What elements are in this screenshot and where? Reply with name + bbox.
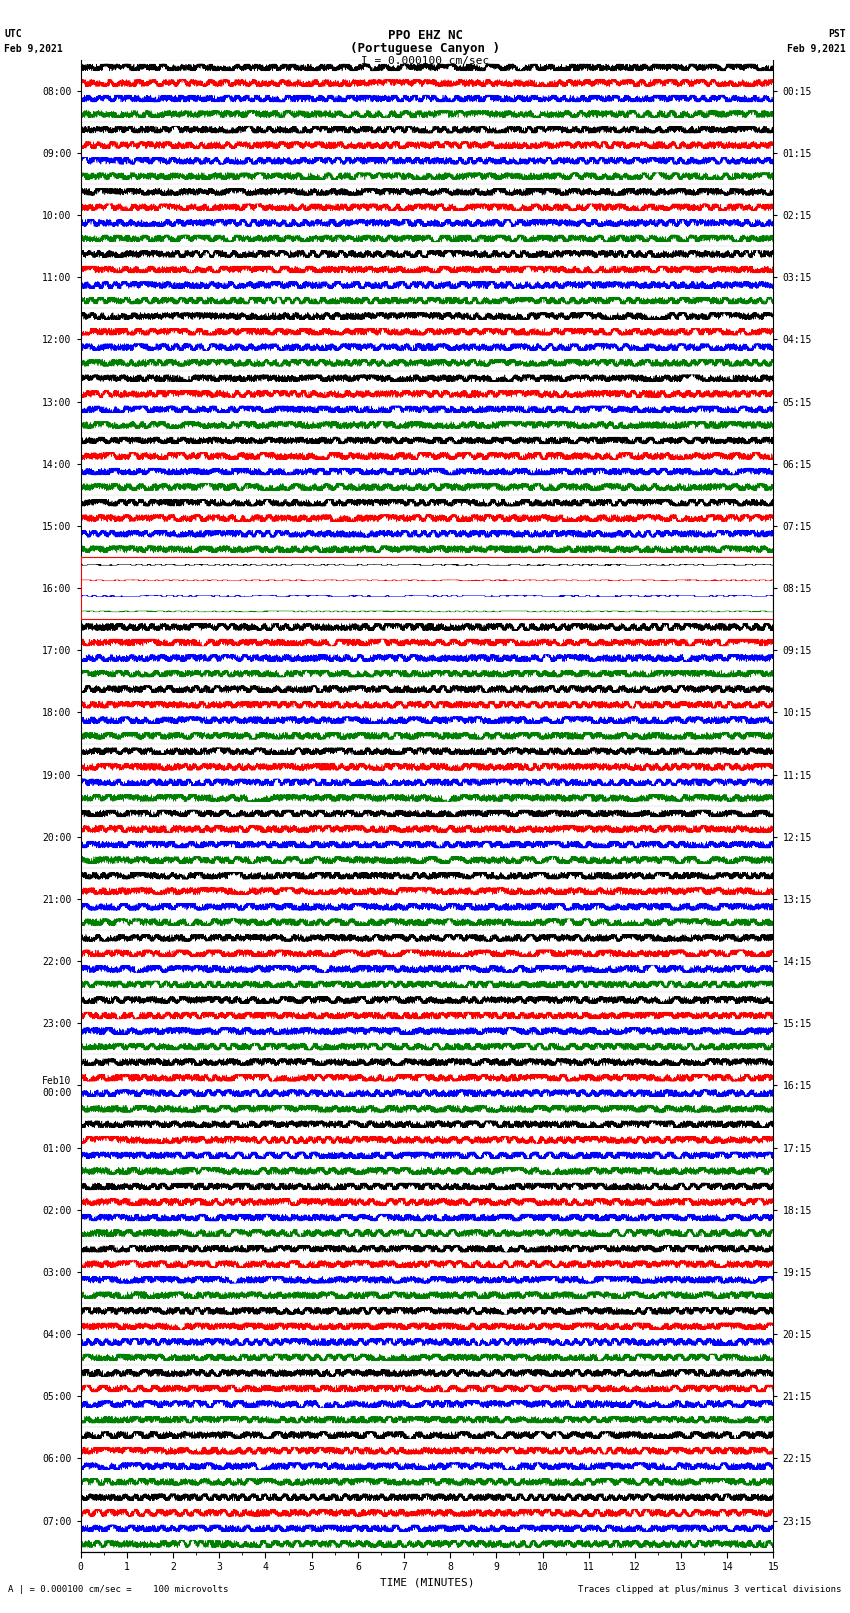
Text: Feb 9,2021: Feb 9,2021 (4, 44, 63, 53)
Text: UTC: UTC (4, 29, 22, 39)
Text: Feb 9,2021: Feb 9,2021 (787, 44, 846, 53)
Text: I = 0.000100 cm/sec: I = 0.000100 cm/sec (361, 56, 489, 66)
Text: PST: PST (828, 29, 846, 39)
Text: PPO EHZ NC: PPO EHZ NC (388, 29, 462, 42)
Text: A | = 0.000100 cm/sec =    100 microvolts: A | = 0.000100 cm/sec = 100 microvolts (8, 1584, 229, 1594)
Text: (Portuguese Canyon ): (Portuguese Canyon ) (350, 42, 500, 55)
Text: Traces clipped at plus/minus 3 vertical divisions: Traces clipped at plus/minus 3 vertical … (578, 1584, 842, 1594)
X-axis label: TIME (MINUTES): TIME (MINUTES) (380, 1578, 474, 1587)
Bar (81, 556, 774, 619)
